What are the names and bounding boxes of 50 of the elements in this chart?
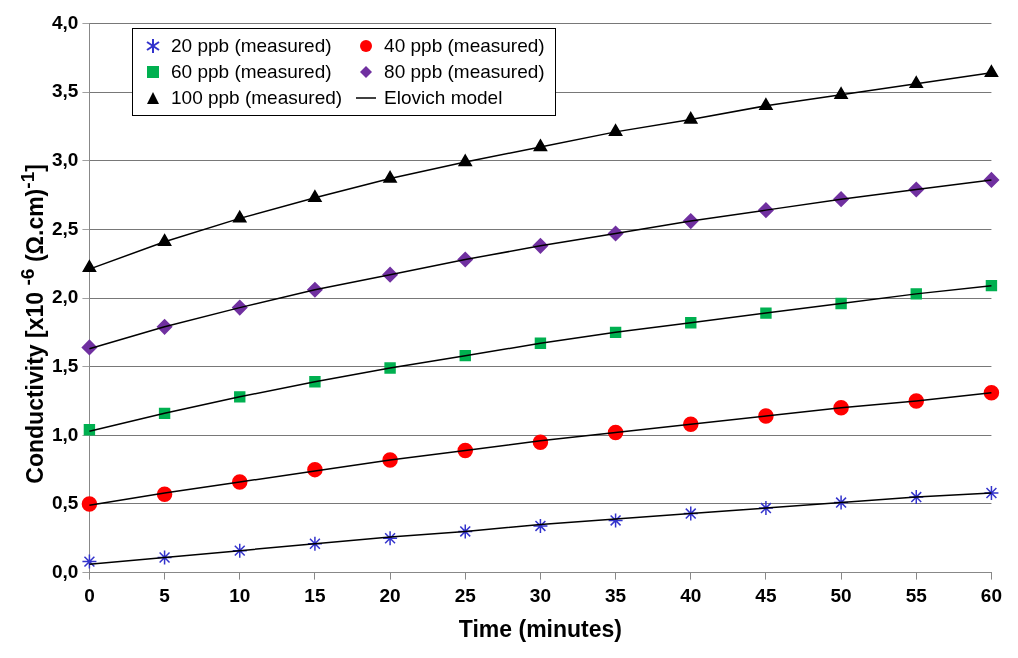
legend-label: 100 ppb (measured) — [171, 87, 343, 109]
y-tick-label: 0,5 — [51, 492, 79, 514]
point — [457, 523, 473, 540]
point — [908, 489, 925, 505]
legend-label: 40 ppb (measured) — [384, 35, 545, 57]
x-tick-label: 25 — [454, 585, 477, 607]
legend-label: 80 ppb (measured) — [384, 61, 545, 83]
point — [983, 384, 1000, 401]
point — [82, 260, 97, 273]
point — [156, 549, 173, 566]
x-tick-label: 0 — [84, 585, 95, 607]
point — [81, 339, 98, 356]
point — [532, 518, 549, 534]
point — [232, 542, 248, 559]
point — [81, 496, 98, 512]
y-tick-label: 3,5 — [51, 80, 79, 102]
point — [983, 485, 1000, 501]
x-tick-label: 55 — [905, 585, 928, 607]
x-tick-label: 50 — [830, 585, 852, 607]
point — [232, 210, 247, 223]
point — [983, 172, 1000, 188]
point — [307, 536, 323, 552]
y-tick-label: 4,0 — [51, 11, 79, 33]
legend-label: 60 ppb (measured) — [171, 61, 332, 83]
x-tick-label: 30 — [529, 585, 551, 607]
y-tick-label: 1,5 — [51, 354, 79, 376]
x-tick-label: 10 — [229, 585, 251, 607]
point — [81, 553, 98, 570]
x-tick-label: 40 — [680, 585, 702, 607]
point — [382, 530, 398, 547]
point — [758, 500, 774, 516]
legend-label: 20 ppb (measured) — [171, 35, 332, 57]
point — [833, 494, 849, 511]
x-tick-label: 35 — [605, 585, 627, 607]
point — [607, 512, 624, 529]
x-tick-label: 60 — [980, 585, 1002, 607]
x-axis-title: Time (minutes) — [458, 615, 622, 642]
legend-label: Elovich model — [384, 87, 503, 109]
y-tick-label: 3,0 — [51, 148, 79, 170]
y-tick-label: 0,0 — [51, 560, 79, 582]
point — [683, 505, 699, 522]
y-tick-label: 2,5 — [51, 217, 79, 239]
x-tick-label: 5 — [159, 585, 171, 607]
y-tick-label: 1,0 — [51, 423, 79, 445]
x-tick-label: 15 — [304, 585, 326, 607]
x-tick-label: 20 — [379, 585, 401, 607]
x-tick-label: 45 — [755, 585, 777, 607]
point — [83, 424, 96, 436]
point — [984, 65, 999, 78]
y-tick-label: 2,0 — [51, 286, 79, 308]
